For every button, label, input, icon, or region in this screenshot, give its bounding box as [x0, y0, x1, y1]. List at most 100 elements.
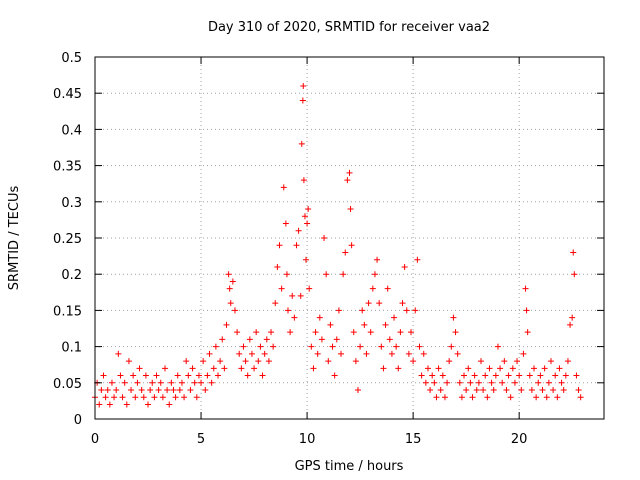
data-point	[225, 271, 232, 278]
y-tick-label: 0.4	[61, 123, 82, 138]
data-point	[376, 300, 383, 307]
data-point	[255, 358, 262, 365]
data-point	[231, 307, 238, 314]
data-point	[374, 256, 381, 263]
data-point	[456, 379, 463, 386]
data-point	[283, 271, 290, 278]
data-point	[569, 314, 576, 321]
data-point	[305, 206, 312, 213]
data-point	[246, 336, 253, 343]
data-point	[395, 365, 402, 372]
data-point	[238, 365, 245, 372]
data-point	[507, 394, 514, 401]
data-point	[537, 372, 544, 379]
data-point	[352, 358, 359, 365]
data-point	[298, 140, 305, 147]
data-point	[523, 307, 530, 314]
data-point	[318, 336, 325, 343]
data-point	[100, 372, 107, 379]
data-point	[556, 365, 563, 372]
data-point	[541, 365, 548, 372]
data-point	[138, 387, 145, 394]
data-point	[526, 372, 533, 379]
data-point	[448, 343, 455, 350]
data-point	[159, 394, 166, 401]
data-point	[176, 387, 183, 394]
data-point	[564, 358, 571, 365]
data-point	[335, 307, 342, 314]
data-point	[117, 372, 124, 379]
data-point	[473, 387, 480, 394]
data-point	[497, 365, 504, 372]
data-point	[533, 394, 540, 401]
data-point	[333, 336, 340, 343]
data-point	[535, 379, 542, 386]
data-point	[293, 242, 300, 249]
data-point	[253, 329, 260, 336]
data-point	[475, 379, 482, 386]
data-point	[123, 401, 130, 408]
x-tick-label: 0	[91, 432, 99, 447]
data-point	[170, 387, 177, 394]
data-point	[570, 249, 577, 256]
data-point	[108, 379, 115, 386]
data-point	[503, 387, 510, 394]
data-point	[251, 365, 258, 372]
data-point	[134, 379, 141, 386]
data-point	[226, 285, 233, 292]
data-point	[136, 365, 143, 372]
data-point	[274, 263, 281, 270]
data-point	[545, 379, 552, 386]
data-point	[547, 358, 554, 365]
data-point	[132, 394, 139, 401]
data-point	[431, 379, 438, 386]
data-point	[321, 235, 328, 241]
data-point	[354, 387, 361, 394]
data-point	[282, 220, 289, 227]
data-point	[344, 177, 351, 184]
data-point	[439, 372, 446, 379]
data-point	[147, 387, 154, 394]
data-point	[444, 379, 451, 386]
data-point	[181, 394, 188, 401]
data-point	[509, 365, 516, 372]
data-point	[331, 372, 338, 379]
data-point	[414, 256, 421, 263]
data-point	[482, 372, 489, 379]
data-point	[125, 358, 132, 365]
data-point	[461, 372, 468, 379]
data-point	[346, 169, 353, 176]
data-point	[365, 300, 372, 307]
data-point	[520, 350, 527, 357]
data-point	[189, 365, 196, 372]
data-point	[452, 329, 459, 336]
data-point	[268, 329, 275, 336]
data-point	[168, 379, 175, 386]
data-point	[303, 256, 310, 263]
data-point	[490, 387, 497, 394]
data-point	[234, 329, 241, 336]
data-point	[248, 350, 255, 357]
data-point	[187, 387, 194, 394]
data-point	[306, 285, 313, 292]
data-point	[518, 387, 525, 394]
data-point	[128, 387, 135, 394]
data-point	[571, 271, 578, 278]
data-point	[263, 336, 270, 343]
data-point	[424, 365, 431, 372]
data-point	[115, 350, 122, 357]
data-point	[299, 97, 306, 104]
data-point	[416, 343, 423, 350]
data-point	[284, 307, 291, 314]
data-point	[350, 329, 357, 336]
data-point	[371, 271, 378, 278]
data-point	[102, 394, 109, 401]
data-point	[471, 372, 478, 379]
data-point	[575, 387, 582, 394]
data-point	[528, 387, 535, 394]
data-point	[98, 387, 105, 394]
data-point	[174, 372, 181, 379]
data-point	[227, 300, 234, 307]
data-point	[149, 379, 156, 386]
data-point	[397, 329, 404, 336]
